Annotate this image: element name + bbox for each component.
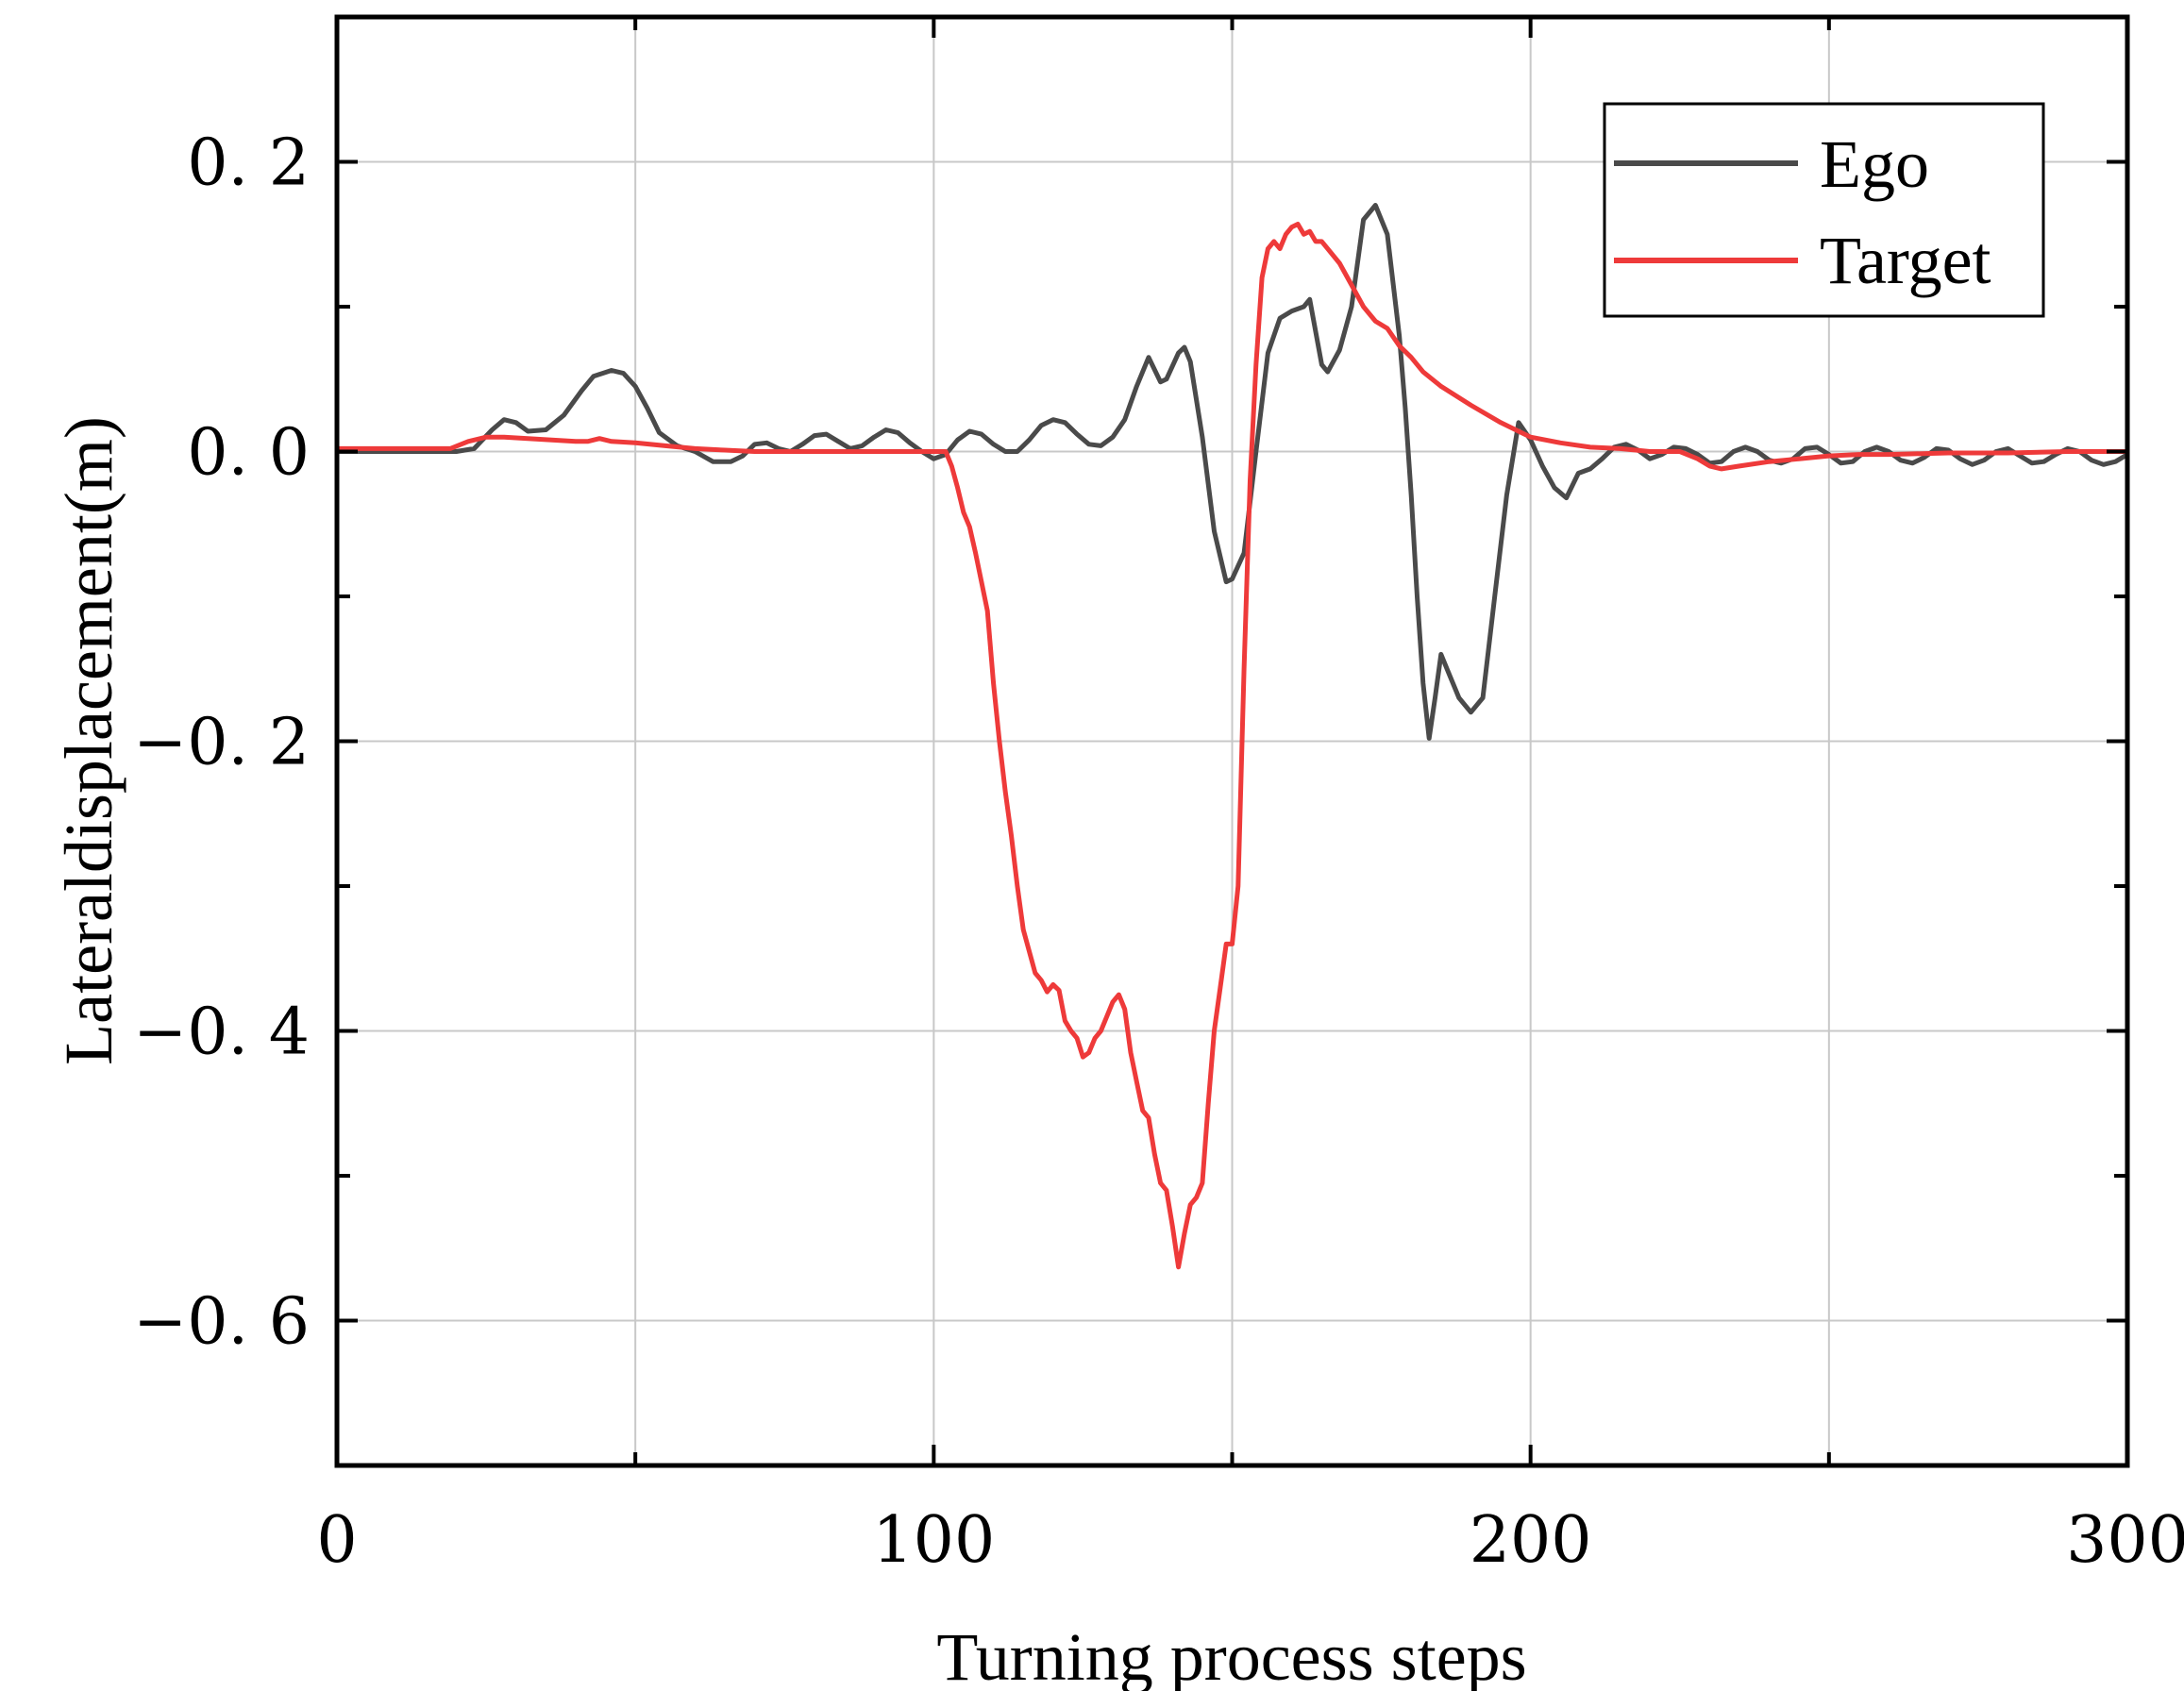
y-axis-title: Lateraldisplacement(m): [51, 416, 126, 1065]
legend-box: [1603, 102, 2045, 318]
x-axis-title: Turning process steps: [936, 1619, 1526, 1691]
legend-label-ego: Ego: [1820, 126, 1929, 202]
y-tick-label: −0. 2: [133, 706, 310, 780]
legend-label-target: Target: [1820, 223, 1991, 298]
y-tick-label: 0. 2: [187, 126, 310, 201]
y-tick-label: −0. 6: [133, 1285, 310, 1360]
x-tick-labels: 0 100 200 300: [316, 1503, 2184, 1578]
x-tick-label: 300: [2066, 1503, 2184, 1578]
x-tick-label: 100: [872, 1503, 995, 1578]
legend: Ego Target: [1603, 102, 2045, 318]
y-tick-labels: 0. 2 0. 0 −0. 2 −0. 4 −0. 6: [133, 126, 310, 1360]
x-tick-label: 200: [1470, 1503, 1592, 1578]
axis-ticks: [335, 17, 2129, 1465]
x-tick-label: 0: [316, 1503, 357, 1578]
series-line-target: [337, 222, 2127, 1270]
grid-lines: [337, 17, 2127, 1465]
series-line-ego: [337, 203, 2129, 741]
series-lines: [337, 203, 2129, 1270]
y-tick-label: 0. 0: [187, 416, 310, 491]
y-tick-label: −0. 4: [133, 996, 310, 1070]
